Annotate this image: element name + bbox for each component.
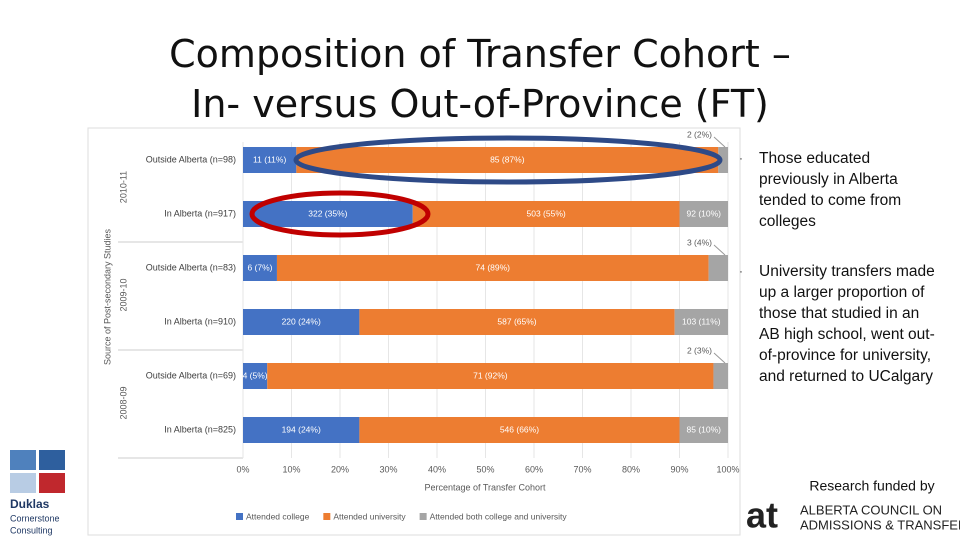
- legend-swatch: [236, 513, 243, 520]
- y-tick-label: Outside Alberta (n=83): [146, 262, 236, 272]
- value-label: 2 (2%): [687, 129, 712, 139]
- highlight-ellipse: [293, 135, 723, 185]
- value-label: 546 (66%): [500, 424, 539, 434]
- left-logo: Duklas Cornerstone Consulting: [10, 450, 65, 535]
- logo-square: [39, 450, 65, 470]
- x-tick-label: 20%: [331, 464, 349, 474]
- logo-mark: at: [746, 495, 778, 536]
- logo-text: ADMISSIONS & TRANSFER: [800, 517, 960, 532]
- right-logo: at ALBERTA COUNCIL ON ADMISSIONS & TRANS…: [746, 495, 960, 536]
- bar-segment: [243, 255, 277, 281]
- bar-segment: [359, 417, 680, 443]
- value-label: 322 (35%): [308, 208, 347, 218]
- bar-segment: [243, 147, 297, 173]
- value-label: 92 (10%): [687, 208, 722, 218]
- x-tick-label: 90%: [670, 464, 688, 474]
- value-label: 587 (65%): [497, 316, 536, 326]
- value-label: 4 (5%): [243, 370, 268, 380]
- highlight-ellipse: [249, 190, 431, 238]
- bar-segment: [674, 309, 728, 335]
- value-label: 103 (11%): [682, 316, 721, 326]
- x-tick-label: 50%: [476, 464, 494, 474]
- value-label: 6 (7%): [247, 262, 272, 272]
- legend-label: Attended university: [333, 511, 406, 521]
- bar-segment: [359, 309, 675, 335]
- group-label: 2008-09: [118, 386, 128, 419]
- title-line: Composition of Transfer Cohort –: [169, 32, 791, 76]
- bullet: Those educated previously in Alberta ten…: [735, 148, 935, 232]
- bullet: University transfers made up a larger pr…: [735, 261, 935, 387]
- leader-line: [713, 352, 726, 364]
- legend-label: Attended both college and university: [430, 511, 568, 521]
- y-tick-label: In Alberta (n=825): [164, 424, 236, 434]
- logo-text: Cornerstone: [10, 513, 60, 523]
- x-tick-label: 70%: [573, 464, 591, 474]
- bar-segment: [276, 255, 709, 281]
- value-label: 85 (10%): [687, 424, 722, 434]
- logo-square: [10, 450, 36, 470]
- bar-segment: [713, 363, 728, 389]
- bar-segment: [412, 201, 680, 227]
- x-tick-label: 40%: [428, 464, 446, 474]
- logo-text: ALBERTA COUNCIL ON: [800, 502, 942, 517]
- value-label: 194 (24%): [282, 424, 321, 434]
- y-tick-label: In Alberta (n=910): [164, 316, 236, 326]
- x-tick-label: 100%: [716, 464, 739, 474]
- legend-swatch: [323, 513, 331, 520]
- y-axis-title: Source of Post-secondary Studies: [102, 228, 112, 365]
- bar-segment: [267, 363, 714, 389]
- bar-segment: [243, 201, 413, 227]
- value-label: 3 (4%): [687, 237, 712, 247]
- value-label: 503 (55%): [527, 208, 566, 218]
- logo-square: [10, 473, 36, 493]
- legend-label: Attended college: [246, 511, 310, 521]
- group-label: 2010-11: [118, 171, 128, 203]
- logo-square: [39, 473, 65, 493]
- y-tick-label: Outside Alberta (n=69): [146, 370, 236, 380]
- x-tick-label: 80%: [622, 464, 640, 474]
- legend-swatch: [419, 513, 427, 520]
- x-tick-label: 30%: [379, 464, 397, 474]
- value-label: 71 (92%): [473, 370, 508, 380]
- value-label: 220 (24%): [282, 316, 321, 326]
- leader-line: [713, 136, 726, 148]
- bar-segment: [296, 147, 719, 173]
- bar-segment: [679, 201, 728, 227]
- x-axis-title: Percentage of Transfer Cohort: [424, 482, 546, 492]
- value-label: 11 (11%): [253, 154, 286, 164]
- bar-segment: [708, 255, 728, 281]
- x-tick-label: 0%: [236, 464, 249, 474]
- logo-text: Duklas: [10, 497, 50, 511]
- funded-by: Research funded by: [809, 478, 934, 494]
- value-label: 85 (87%): [490, 154, 525, 164]
- bar-segment: [718, 147, 728, 173]
- x-tick-label: 10%: [282, 464, 300, 474]
- value-label: 74 (89%): [476, 262, 511, 272]
- y-tick-label: In Alberta (n=917): [164, 208, 236, 218]
- bar-segment: [243, 309, 360, 335]
- bar-segment: [679, 417, 728, 443]
- group-label: 2009-10: [118, 278, 128, 311]
- title-line: In- versus Out-of-Province (FT): [191, 82, 769, 126]
- value-label: 2 (3%): [687, 345, 712, 355]
- bar-segment: [243, 417, 360, 443]
- leader-line: [713, 244, 726, 256]
- x-tick-label: 60%: [525, 464, 543, 474]
- logo-text: Consulting: [10, 525, 53, 535]
- y-tick-label: Outside Alberta (n=98): [146, 154, 236, 164]
- bar-segment: [243, 363, 268, 389]
